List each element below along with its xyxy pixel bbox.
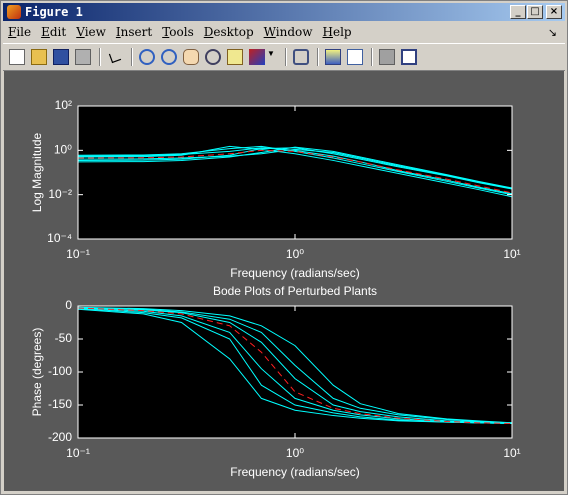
x-tick-label: 10¹ [503, 446, 520, 460]
legend-button[interactable] [347, 49, 363, 65]
separator [317, 48, 319, 66]
separator [99, 48, 101, 66]
save-button[interactable] [53, 49, 69, 65]
x-axis-label: Frequency (radians/sec) [230, 465, 359, 479]
x-axis-label: Frequency (radians/sec) [230, 266, 359, 280]
x-tick-label: 10⁻¹ [66, 247, 90, 261]
menu-item[interactable]: Window [263, 25, 313, 39]
y-tick-label: 10⁻⁴ [47, 231, 72, 245]
brush-menu[interactable]: ▼ [267, 49, 275, 58]
window-icon [7, 5, 21, 19]
print-button[interactable] [75, 49, 91, 65]
x-tick-label: 10⁰ [286, 446, 304, 460]
plots: 10⁻¹ 10⁰ 10¹ 10⁻⁴ 10⁻² 10⁰ 10² Frequency (radia… [30, 98, 521, 479]
data-line [77, 306, 513, 424]
hide-tools-button[interactable] [379, 49, 395, 65]
x-tick-label: 10¹ [503, 247, 520, 261]
title-bar: Figure 1 _ □ × [3, 3, 565, 21]
rotate-button[interactable] [205, 49, 221, 65]
data-line [77, 308, 513, 424]
menu-item[interactable]: Help [322, 25, 352, 39]
menu-item[interactable]: Tools [162, 25, 194, 39]
zoom-in-button[interactable] [139, 49, 155, 65]
data-line [77, 306, 513, 424]
y-axis-label: Log Magnitude [30, 132, 44, 212]
separator [285, 48, 287, 66]
menu-item[interactable]: File [8, 25, 32, 39]
data-line [77, 306, 513, 424]
menu-item[interactable]: Edit [41, 25, 67, 39]
data-line [77, 148, 513, 189]
data-line [77, 145, 513, 198]
figure-area: 10⁻¹ 10⁰ 10¹ 10⁻⁴ 10⁻² 10⁰ 10² Frequency (radia… [4, 71, 564, 491]
menu-bar: File Edit View Insert Tools Desktop Window Help… [3, 23, 565, 42]
y-tick-label: -50 [55, 331, 73, 345]
data-cursor-button[interactable] [227, 49, 243, 65]
data-line [77, 307, 513, 424]
show-tools-button[interactable] [401, 49, 417, 65]
y-tick-label: -200 [48, 430, 72, 444]
y-tick-label: 0 [65, 298, 72, 312]
data-line [77, 147, 513, 195]
colorbar-button[interactable] [325, 49, 341, 65]
x-tick-label: 10⁰ [286, 247, 304, 261]
separator [371, 48, 373, 66]
y-tick-label: 10² [55, 98, 72, 112]
pan-button[interactable] [183, 49, 199, 65]
y-tick-label: 10⁻² [48, 187, 72, 201]
y-tick-label: -100 [48, 364, 72, 378]
toolbar: ▼ [3, 43, 565, 71]
window-title: Figure 1 [25, 5, 83, 19]
chart-title: Bode Plots of Perturbed Plants [213, 284, 377, 298]
y-axis-label: Phase (degrees) [30, 328, 44, 417]
y-tick-label: -150 [48, 397, 72, 411]
axes-background [78, 306, 512, 438]
select-button[interactable] [108, 50, 122, 64]
maximize-button[interactable]: □ [527, 5, 543, 19]
new-button[interactable] [9, 49, 25, 65]
link-button[interactable] [293, 49, 309, 65]
brush-button[interactable] [249, 49, 265, 65]
x-tick-label: 10⁻¹ [66, 446, 90, 460]
dock-button[interactable]: ↘ [547, 26, 557, 39]
data-line [77, 145, 513, 196]
open-button[interactable] [31, 49, 47, 65]
menu-item[interactable]: Desktop [203, 25, 254, 39]
axes-background [78, 106, 512, 239]
data-line [77, 146, 513, 189]
y-tick-label: 10⁰ [54, 143, 72, 157]
separator [131, 48, 133, 66]
minimize-button[interactable]: _ [510, 5, 526, 19]
close-button[interactable]: × [546, 5, 562, 19]
menu-item[interactable]: View [76, 25, 106, 39]
zoom-out-button[interactable] [161, 49, 177, 65]
menu-item[interactable]: Insert [115, 25, 153, 39]
